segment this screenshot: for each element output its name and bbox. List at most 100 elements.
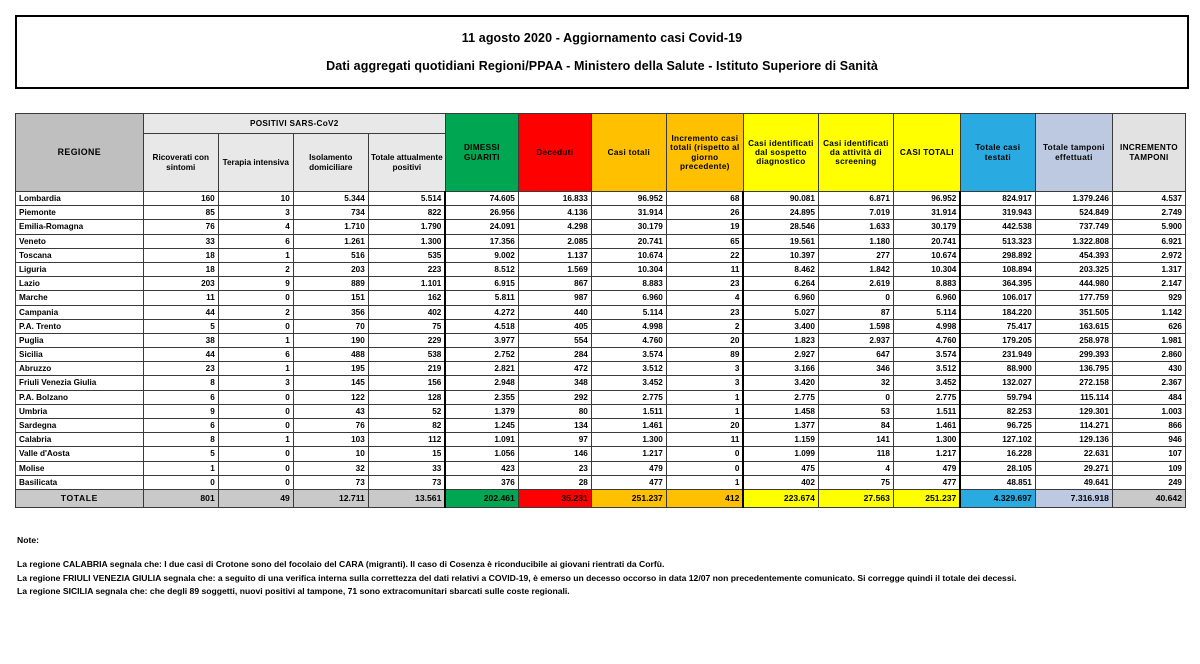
region-name-cell: Puglia [15,332,144,349]
data-cell: 18 [142,247,219,263]
table-row: Calabria 8 1 103 112 1.091 97 1.300 11 1.159 141 1.… [15,432,1187,448]
data-cell: 479 [892,460,961,476]
data-cell: 0 [665,446,744,462]
table-row: P.A. Trento 5 0 70 75 4.518 405 4.998 2 3.400 1.59… [15,318,1187,334]
total-cell: 49 [217,488,294,508]
data-cell: 2 [217,261,294,278]
data-cell: 9.002 [444,247,519,263]
data-cell: 284 [517,347,592,363]
data-cell: 0 [817,389,894,405]
data-cell: 3.574 [892,347,961,363]
data-cell: 49.641 [1034,474,1113,490]
col-header-totale-casi-testati: Totale casi testati [959,113,1036,192]
data-cell: 16.833 [517,190,592,207]
total-cell: 251.237 [590,488,667,508]
data-cell: 190 [292,332,369,349]
data-cell: 249 [1111,474,1187,490]
region-name-cell: Lazio [15,276,144,292]
data-cell: 423 [444,460,519,476]
col-header-ricoverati-sintomi: Ricoverati con sintomi [142,133,219,192]
data-cell: 6.960 [892,290,961,306]
data-cell: 475 [742,460,819,476]
region-name-cell: Toscana [15,247,144,263]
data-cell: 0 [217,446,294,462]
data-cell: 52 [367,403,446,420]
data-cell: 32 [292,460,369,476]
data-cell: 1.511 [892,403,961,420]
report-title-box: 11 agosto 2020 - Aggiornamento casi Covi… [15,15,1189,89]
data-cell: 1.159 [742,432,819,448]
data-cell: 5 [142,318,219,334]
region-name-cell: P.A. Trento [15,318,144,334]
data-cell: 516 [292,247,369,263]
data-cell: 8.883 [590,276,667,292]
data-cell: 6.871 [817,190,894,207]
data-cell: 2.937 [817,332,894,349]
data-cell: 22.631 [1034,446,1113,462]
region-name-cell: Piemonte [15,205,144,221]
data-cell: 477 [590,474,667,490]
region-name-cell: Emilia-Romagna [15,219,144,235]
data-cell: 4.760 [590,332,667,349]
data-cell: 20 [665,332,744,349]
data-cell: 89 [665,347,744,363]
data-cell: 946 [1111,432,1187,448]
data-cell: 10 [292,446,369,462]
total-label-cell: TOTALE [15,488,144,508]
data-cell: 2.085 [517,233,592,249]
col-header-casi-screening: Casi identificati da attività di screeni… [817,113,894,192]
table-row: Veneto 33 6 1.261 1.300 17.356 2.085 20.741 65 19… [15,233,1187,249]
data-cell: 356 [292,304,369,320]
data-cell: 987 [517,290,592,306]
data-cell: 6.264 [742,276,819,292]
notes-section: Note: La regione CALABRIA segnala che: I… [17,534,1187,598]
data-cell: 10 [217,190,294,207]
total-cell: 40.642 [1111,488,1187,508]
data-cell: 1 [217,247,294,263]
data-cell: 442.538 [959,219,1036,235]
table-row: Valle d'Aosta 5 0 10 15 1.056 146 1.217 0 1.099 11… [15,446,1187,462]
data-cell: 4.518 [444,318,519,334]
data-cell: 76 [142,219,219,235]
data-cell: 19.561 [742,233,819,249]
report-title-line-2: Dati aggregati quotidiani Regioni/PPAA -… [326,59,878,73]
data-cell: 2.972 [1111,247,1187,263]
region-name-cell: Molise [15,460,144,476]
data-cell: 24.091 [444,219,519,235]
data-cell: 1.569 [517,261,592,278]
data-cell: 3 [217,205,294,221]
table-row: Umbria 9 0 43 52 1.379 80 1.511 1 1.458 53 1.511 82.… [15,403,1187,420]
data-cell: 151 [292,290,369,306]
data-cell: 0 [217,290,294,306]
data-cell: 488 [292,347,369,363]
region-name-cell: Sicilia [15,347,144,363]
data-cell: 2 [665,318,744,334]
region-name-cell: Lombardia [15,190,144,207]
data-cell: 10.674 [590,247,667,263]
data-cell: 824.917 [959,190,1036,207]
data-cell: 1.379.246 [1034,190,1113,207]
data-cell: 402 [367,304,446,320]
data-cell: 10.304 [590,261,667,278]
data-cell: 11 [665,432,744,448]
data-cell: 6.915 [444,276,519,292]
data-cell: 319.943 [959,205,1036,221]
data-cell: 65 [665,233,744,249]
data-cell: 647 [817,347,894,363]
data-cell: 2.948 [444,375,519,391]
data-cell: 127.102 [959,432,1036,448]
data-cell: 23 [665,276,744,292]
data-cell: 96.952 [590,190,667,207]
data-cell: 44 [142,304,219,320]
data-cell: 6 [217,233,294,249]
data-cell: 1.003 [1111,403,1187,420]
data-cell: 1.790 [367,219,446,235]
data-cell: 163.615 [1034,318,1113,334]
data-cell: 5.114 [892,304,961,320]
data-cell: 1.180 [817,233,894,249]
col-header-casi-totali: Casi totali [590,113,667,192]
data-cell: 75 [817,474,894,490]
data-cell: 184.220 [959,304,1036,320]
data-cell: 5.114 [590,304,667,320]
